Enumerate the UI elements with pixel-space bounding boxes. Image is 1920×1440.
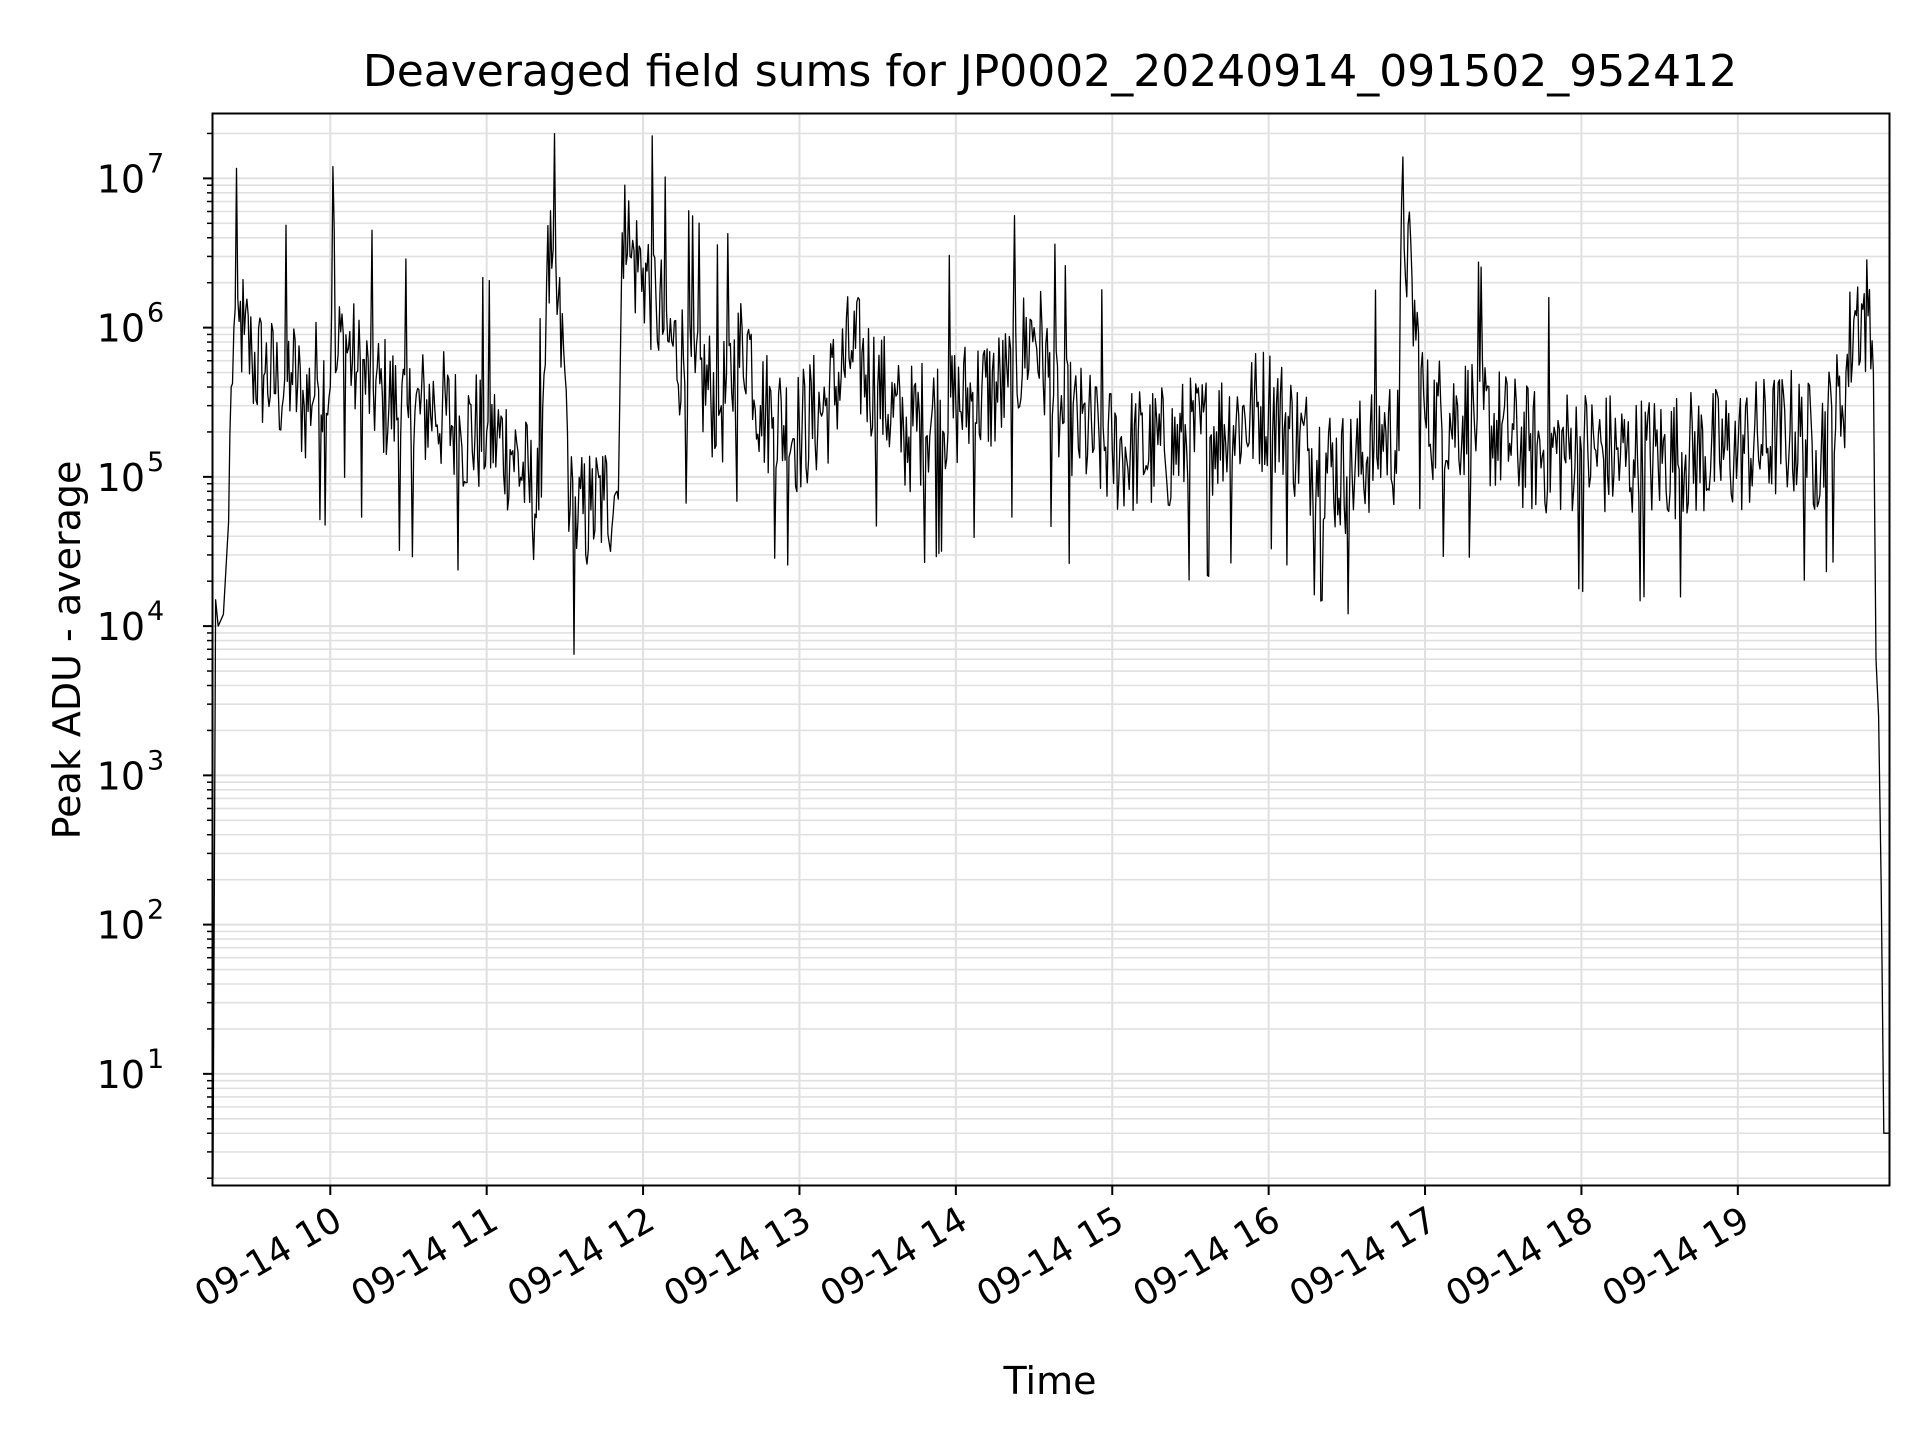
y-tick-exponent: 6 <box>147 298 164 329</box>
y-tick-base: 10 <box>97 456 145 500</box>
y-tick-exponent: 3 <box>147 745 164 776</box>
y-tick-label: 10 <box>97 307 145 351</box>
y-tick-label: 10 <box>97 605 145 649</box>
y-tick-base: 10 <box>97 307 145 351</box>
y-tick-label: 10 <box>97 904 145 948</box>
chart-title: Deaveraged field sums for JP0002_2024091… <box>363 46 1737 97</box>
y-tick-base: 10 <box>97 904 145 948</box>
y-tick-base: 10 <box>97 754 145 798</box>
y-tick-exponent: 1 <box>147 1044 164 1075</box>
y-tick-label: 10 <box>97 157 145 201</box>
y-tick-base: 10 <box>97 157 145 201</box>
y-tick-base: 10 <box>97 605 145 649</box>
data-series-line <box>212 132 1889 1179</box>
y-axis-label: Peak ADU - average <box>45 461 89 840</box>
y-tick-label: 10 <box>97 1053 145 1097</box>
x-axis-label: Time <box>1003 1359 1097 1403</box>
y-tick-label: 10 <box>97 754 145 798</box>
y-tick-exponent: 5 <box>147 447 164 478</box>
grid-layer <box>213 114 1889 1185</box>
data-line-layer <box>212 132 1889 1179</box>
y-tick-exponent: 4 <box>147 596 164 627</box>
y-tick-exponent: 2 <box>147 895 164 926</box>
y-tick-base: 10 <box>97 1053 145 1097</box>
y-tick-exponent: 7 <box>147 148 164 179</box>
y-tick-label: 10 <box>97 456 145 500</box>
